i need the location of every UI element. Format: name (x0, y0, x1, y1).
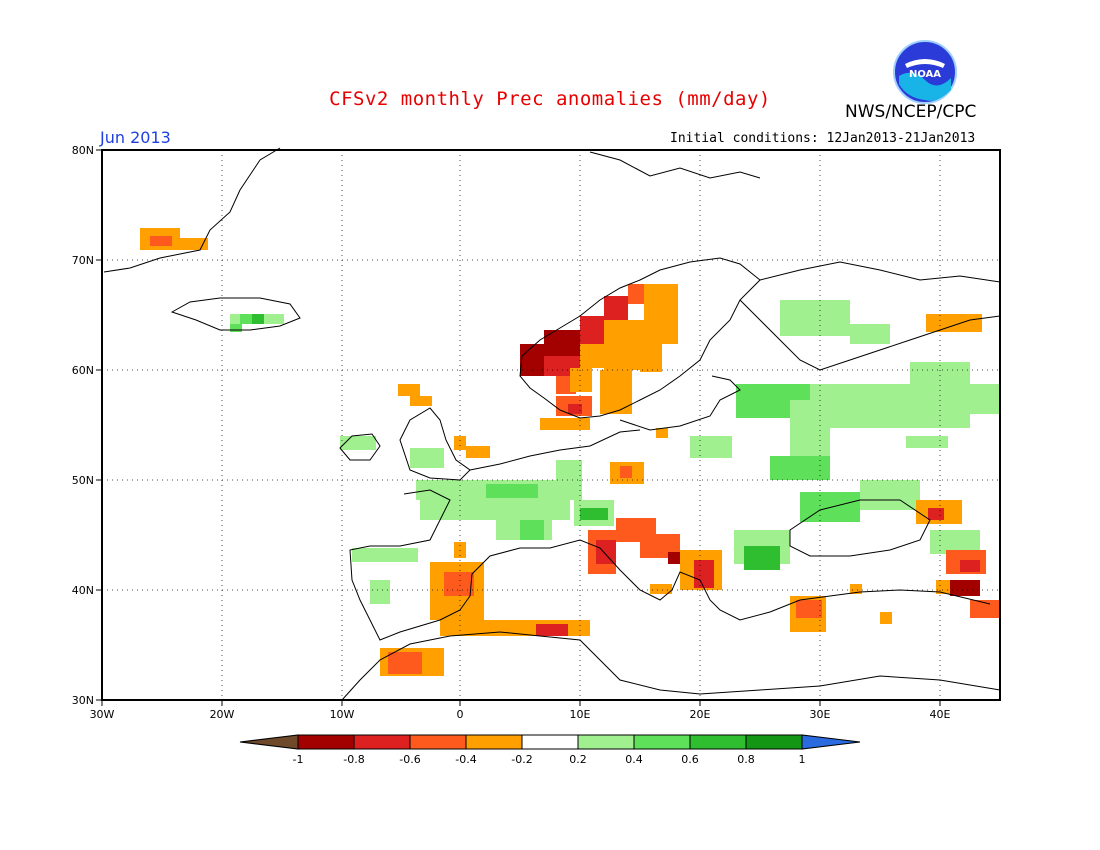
noaa-logo: NOAA (893, 40, 957, 104)
legend-tick-label: -0.4 (455, 753, 476, 766)
lon-label: 40E (930, 708, 951, 721)
lat-label: 40N (72, 584, 94, 597)
legend-swatch (297, 734, 355, 750)
valid-month-label: Jun 2013 (100, 128, 171, 147)
legend-swatch (521, 734, 579, 750)
lat-label: 30N (72, 694, 94, 707)
lon-label: 30E (810, 708, 831, 721)
legend-tick-label: 1 (799, 753, 806, 766)
legend-swatch (465, 734, 523, 750)
lon-label: 20E (690, 708, 711, 721)
lon-label: 10W (330, 708, 355, 721)
legend-arrow-low (239, 734, 299, 750)
legend-swatch (409, 734, 467, 750)
legend-tick-label: 0.6 (681, 753, 699, 766)
legend-tick-label: 0.4 (625, 753, 643, 766)
lon-label: 0 (457, 708, 464, 721)
legend-tick-label: -1 (293, 753, 304, 766)
coastlines (103, 147, 1001, 701)
map-frame (101, 149, 1001, 701)
legend-swatch (633, 734, 691, 750)
legend-tick-label: 0.8 (737, 753, 755, 766)
legend-swatch (353, 734, 411, 750)
svg-text:NOAA: NOAA (909, 69, 941, 80)
lon-label: 20W (210, 708, 235, 721)
map-title: CFSv2 monthly Prec anomalies (mm/day) (329, 88, 771, 110)
lon-label: 10E (570, 708, 591, 721)
legend-tick-label: 0.2 (569, 753, 587, 766)
initial-conditions-label: Initial conditions: 12Jan2013-21Jan2013 (670, 131, 976, 146)
grid-lines (102, 150, 1000, 700)
legend-arrow-high (801, 734, 861, 750)
legend-tick-label: -0.6 (399, 753, 420, 766)
lat-label: 50N (72, 474, 94, 487)
legend-swatch (689, 734, 747, 750)
lat-label: 80N (72, 144, 94, 157)
legend-tick-label: -0.2 (511, 753, 532, 766)
agency-label: NWS/NCEP/CPC (845, 102, 977, 122)
lat-label: 70N (72, 254, 94, 267)
anomaly-cells (140, 228, 1000, 676)
lon-label: 30W (90, 708, 115, 721)
color-legend (239, 734, 861, 750)
legend-swatch (577, 734, 635, 750)
legend-tick-label: -0.8 (343, 753, 364, 766)
lat-label: 60N (72, 364, 94, 377)
legend-swatch (745, 734, 803, 750)
